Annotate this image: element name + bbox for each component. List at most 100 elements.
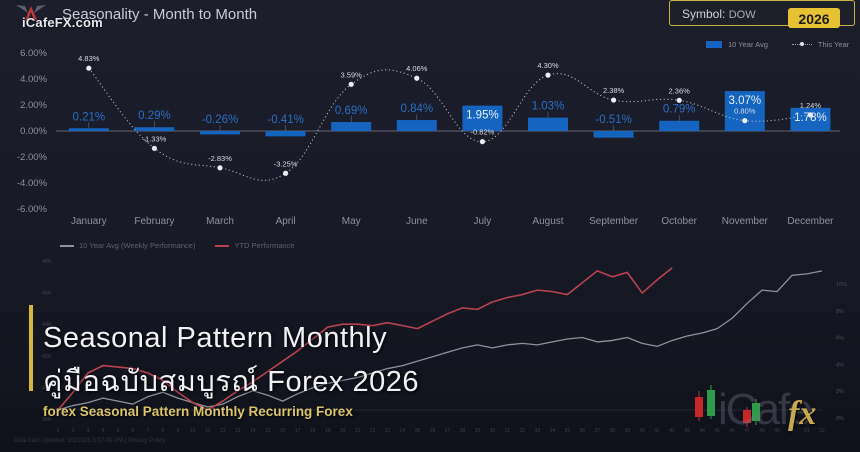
bar-september[interactable]	[593, 131, 634, 138]
legend-red-label: YTD Performance	[234, 241, 295, 250]
bar-value-label: -0.41%	[267, 114, 303, 126]
right-y-tick: 4%	[836, 362, 844, 368]
legend-bar-label: 10 Year Avg	[728, 40, 768, 49]
red-line-swatch-icon	[215, 244, 230, 247]
week-tick: 17	[295, 428, 301, 434]
week-tick: 15	[265, 428, 271, 434]
week-tick: 48	[759, 428, 765, 434]
week-tick: 28	[460, 428, 466, 434]
bar-value-label: 1.03%	[532, 101, 565, 113]
week-tick: 44	[699, 428, 705, 434]
month-label: May	[342, 216, 361, 227]
this-year-label: 2.38%	[603, 86, 625, 95]
y-tick-label: 2.00%	[20, 100, 47, 111]
week-tick: 29	[475, 428, 481, 434]
bar-july[interactable]	[462, 105, 503, 131]
week-tick: 52	[819, 428, 825, 434]
headline-line1: Seasonal Pattern Monthly	[43, 322, 388, 354]
this-year-point[interactable]	[807, 112, 814, 118]
this-year-point[interactable]	[217, 165, 223, 171]
month-label: April	[276, 216, 296, 227]
month-label: June	[406, 216, 428, 227]
bar-value-label: -0.51%	[595, 114, 631, 126]
left-y-tick: 38K	[42, 417, 52, 423]
left-y-tick: 44K	[42, 322, 52, 328]
monthly-seasonality-chart: 6.00% 4.00% 2.00% 0.00% -2.00% -4.00% -6.00% 0.…	[17, 48, 840, 227]
page-title: Seasonality - Month to Month	[62, 6, 258, 23]
legend-gray-label: 10 Year Avg (Weekly Performance)	[79, 241, 196, 250]
week-tick: 51	[804, 428, 810, 434]
fx-logo-icon: fx	[788, 395, 817, 432]
bar-august[interactable]	[528, 117, 568, 131]
logo	[8, 2, 108, 36]
this-year-label: 2.36%	[669, 86, 691, 95]
week-tick: 22	[370, 428, 376, 434]
week-tick: 38	[609, 428, 615, 434]
week-tick: 21	[355, 428, 361, 434]
week-tick: 49	[774, 428, 780, 434]
week-tick: 45	[714, 428, 720, 434]
bar-april[interactable]	[265, 131, 306, 137]
symbol-value: DOW	[728, 9, 756, 21]
this-year-label: -0.82%	[471, 128, 495, 137]
y-tick-label: -6.00%	[17, 204, 48, 215]
this-year-label: 4.83%	[78, 54, 100, 63]
this-year-label: 3.59%	[341, 70, 363, 79]
bar-value-label: 0.79%	[663, 104, 696, 116]
bar-value-label: 3.07%	[728, 95, 761, 107]
month-label: December	[787, 216, 834, 227]
bar-june[interactable]	[396, 120, 437, 131]
week-tick: 5	[117, 428, 120, 434]
week-tick: 18	[310, 428, 316, 434]
bar-march[interactable]	[200, 131, 240, 135]
this-year-label: 1.24%	[800, 101, 822, 110]
week-tick: 34	[550, 428, 556, 434]
week-tick: 6	[132, 428, 135, 434]
week-tick: 35	[565, 428, 571, 434]
month-label: September	[589, 216, 639, 227]
this-year-line	[88, 67, 811, 181]
week-tick: 40	[639, 428, 645, 434]
bar-value-label: -0.26%	[202, 114, 238, 126]
bar-january[interactable]	[68, 128, 109, 131]
bar-value-label: 1.95%	[466, 110, 499, 122]
this-year-point[interactable]	[151, 145, 157, 151]
this-year-point[interactable]	[348, 81, 354, 87]
week-tick: 39	[624, 428, 630, 434]
year-badge[interactable]: 2026	[788, 8, 840, 28]
this-year-label: 4.06%	[406, 64, 428, 73]
left-y-tick: 46K	[42, 291, 52, 297]
month-label: November	[722, 216, 769, 227]
bar-value-label: 0.29%	[138, 110, 171, 122]
this-year-point[interactable]	[414, 75, 420, 81]
this-year-label: 0.80%	[734, 107, 756, 116]
week-tick: 25	[415, 428, 421, 434]
headline-line2: คู่มือฉบับสมบูรณ์ Forex 2026	[43, 366, 419, 398]
this-year-point[interactable]	[479, 139, 485, 145]
week-tick: 14	[250, 428, 256, 434]
legend-dot-label: This Year	[817, 40, 850, 49]
month-label: March	[206, 216, 234, 227]
bar-october[interactable]	[659, 120, 700, 131]
y-tick-label: 6.00%	[20, 48, 47, 59]
ytd-line	[57, 267, 673, 411]
this-year-point[interactable]	[676, 97, 682, 103]
avg-weekly-line	[57, 270, 823, 411]
week-tick: 27	[445, 428, 451, 434]
bar-december[interactable]	[790, 107, 831, 131]
gray-line-swatch-icon	[60, 244, 74, 247]
week-tick: 9	[176, 428, 179, 434]
this-year-point[interactable]	[545, 72, 551, 78]
bar-may[interactable]	[331, 122, 372, 131]
symbol-selector[interactable]: Symbol: DOW	[669, 0, 855, 26]
this-year-point[interactable]	[86, 65, 92, 71]
y-tick-label: 4.00%	[20, 74, 47, 85]
this-year-point[interactable]	[611, 97, 617, 103]
this-year-point[interactable]	[283, 170, 289, 176]
bar-november[interactable]	[724, 91, 765, 131]
bar-february[interactable]	[134, 127, 175, 131]
week-tick: 24	[400, 428, 406, 434]
this-year-point[interactable]	[742, 118, 748, 124]
week-tick: 13	[235, 428, 241, 434]
